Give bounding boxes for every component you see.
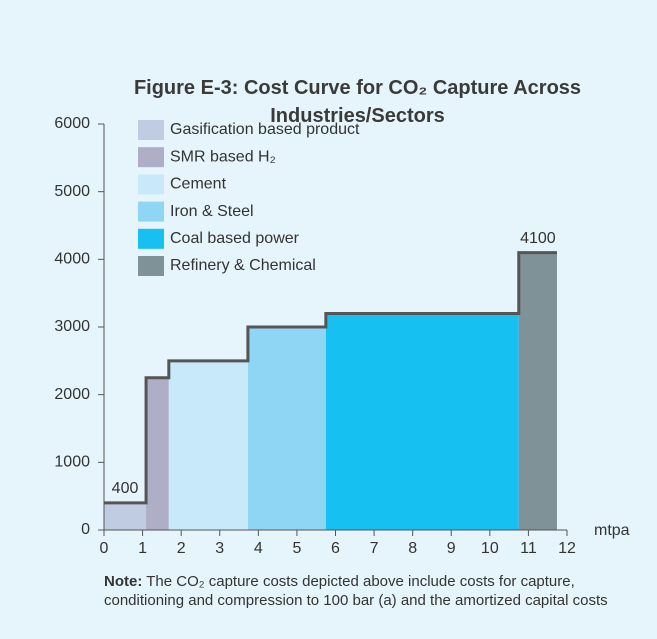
bar bbox=[247, 327, 326, 530]
bar bbox=[168, 360, 248, 530]
x-tick-label: 10 bbox=[481, 540, 499, 557]
bar bbox=[146, 377, 169, 530]
y-tick-label: 4000 bbox=[54, 251, 90, 268]
x-tick-label: 4 bbox=[254, 540, 263, 557]
legend-label: Refinery & Chemical bbox=[170, 257, 316, 274]
x-tick-label: 9 bbox=[447, 540, 456, 557]
legend-swatch bbox=[138, 228, 164, 249]
y-tick-label: 1000 bbox=[54, 454, 90, 471]
data-label: 4100 bbox=[520, 230, 556, 247]
x-tick-label: 8 bbox=[408, 540, 417, 557]
bar bbox=[518, 252, 557, 531]
step-outline bbox=[104, 251, 557, 505]
note-label: Note: bbox=[104, 573, 143, 590]
legend-swatch bbox=[138, 201, 164, 222]
x-tick-label: 2 bbox=[177, 540, 186, 557]
legend-swatch bbox=[138, 256, 164, 276]
bar bbox=[325, 313, 519, 530]
note-text: The CO₂ capture costs depicted above inc… bbox=[104, 573, 608, 609]
x-tick-label: 5 bbox=[292, 540, 301, 557]
legend-label: Cement bbox=[170, 176, 227, 193]
x-tick-label: 12 bbox=[558, 540, 576, 557]
y-tick-label: 0 bbox=[81, 521, 90, 538]
legend-label: Iron & Steel bbox=[170, 203, 254, 220]
x-tick-label: 0 bbox=[100, 540, 109, 557]
y-tick-label: 3000 bbox=[54, 318, 90, 335]
x-tick-label: 1 bbox=[138, 540, 147, 557]
legend-swatch bbox=[138, 147, 164, 168]
x-tick-label: 7 bbox=[370, 540, 379, 557]
legend-label: SMR based H₂ bbox=[170, 148, 276, 165]
chart-title: Figure E-3: Cost Curve for CO₂ Capture A… bbox=[133, 77, 582, 127]
x-tick-label: 6 bbox=[331, 540, 340, 557]
note: Note: The CO₂ capture costs depicted abo… bbox=[104, 572, 624, 610]
legend-label: Gasification based product bbox=[170, 121, 360, 138]
legend-label: Coal based power bbox=[170, 230, 300, 247]
x-axis-label: mtpa bbox=[594, 522, 630, 539]
x-tick-label: 11 bbox=[520, 540, 537, 557]
bar bbox=[104, 502, 147, 530]
y-tick-label: 2000 bbox=[54, 386, 90, 403]
data-label: 400 bbox=[112, 480, 139, 497]
y-tick-label: 5000 bbox=[54, 183, 90, 200]
x-tick-label: 3 bbox=[215, 540, 224, 557]
legend-swatch bbox=[138, 120, 164, 140]
y-tick-label: 6000 bbox=[54, 115, 90, 132]
legend-swatch bbox=[138, 174, 164, 195]
